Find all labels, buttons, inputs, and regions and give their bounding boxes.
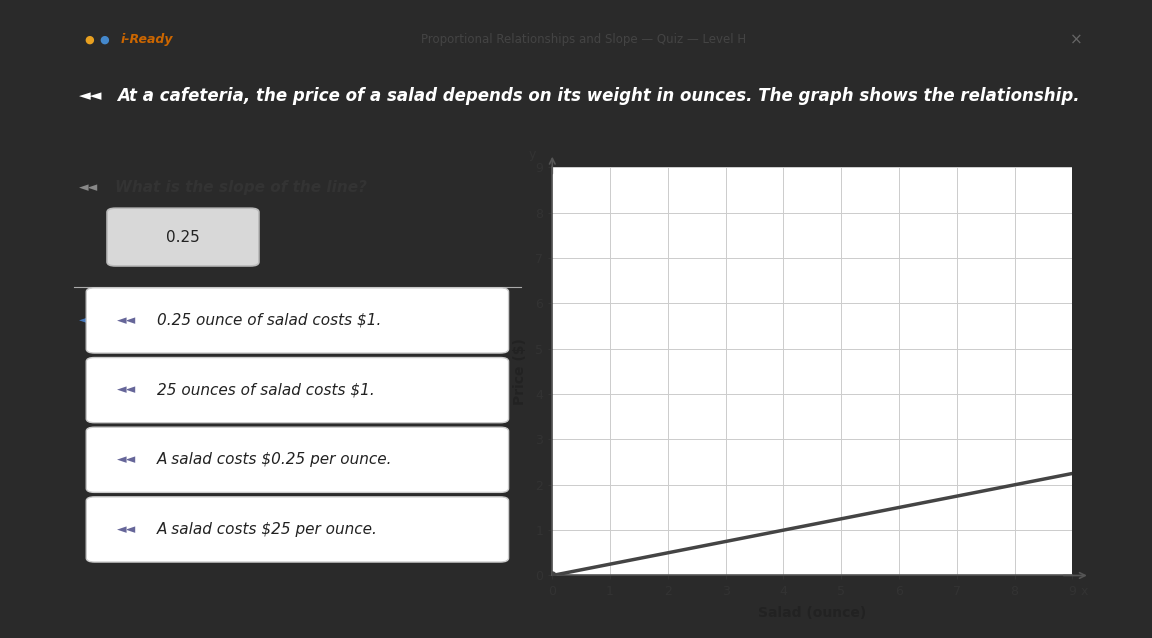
FancyBboxPatch shape	[86, 357, 508, 423]
Text: ×: ×	[1070, 33, 1083, 47]
Text: ◄◄: ◄◄	[118, 523, 137, 536]
Text: At a cafeteria, the price of a salad depends on its weight in ounces. The graph : At a cafeteria, the price of a salad dep…	[118, 87, 1081, 105]
FancyBboxPatch shape	[86, 288, 508, 353]
Text: ◄◄: ◄◄	[79, 181, 98, 194]
Text: 0.25 ounce of salad costs $1.: 0.25 ounce of salad costs $1.	[157, 313, 381, 328]
Text: ◄◄: ◄◄	[79, 88, 103, 103]
Text: ◄◄: ◄◄	[118, 314, 137, 327]
Text: A salad costs $0.25 per ounce.: A salad costs $0.25 per ounce.	[157, 452, 393, 467]
Text: 25 ounces of salad costs $1.: 25 ounces of salad costs $1.	[157, 383, 374, 397]
X-axis label: Salad (ounce): Salad (ounce)	[758, 606, 866, 620]
Text: A salad costs $25 per ounce.: A salad costs $25 per ounce.	[157, 522, 378, 537]
Text: i-Ready: i-Ready	[121, 33, 173, 47]
Text: What does the slope tell you?: What does the slope tell you?	[115, 312, 371, 327]
FancyBboxPatch shape	[107, 208, 259, 266]
FancyBboxPatch shape	[86, 427, 508, 493]
Text: 0.25: 0.25	[166, 230, 199, 244]
Text: ◄◄: ◄◄	[79, 312, 100, 326]
Text: ●: ●	[100, 35, 109, 45]
Text: Proportional Relationships and Slope — Quiz — Level H: Proportional Relationships and Slope — Q…	[420, 33, 746, 47]
Text: ◄◄: ◄◄	[118, 453, 137, 466]
Text: ●: ●	[84, 35, 94, 45]
Text: What is the slope of the line?: What is the slope of the line?	[115, 180, 367, 195]
Text: x: x	[1081, 585, 1089, 598]
Text: y: y	[529, 147, 536, 161]
FancyBboxPatch shape	[86, 497, 508, 562]
Y-axis label: Price ($): Price ($)	[513, 338, 526, 405]
Text: ◄◄: ◄◄	[118, 383, 137, 397]
